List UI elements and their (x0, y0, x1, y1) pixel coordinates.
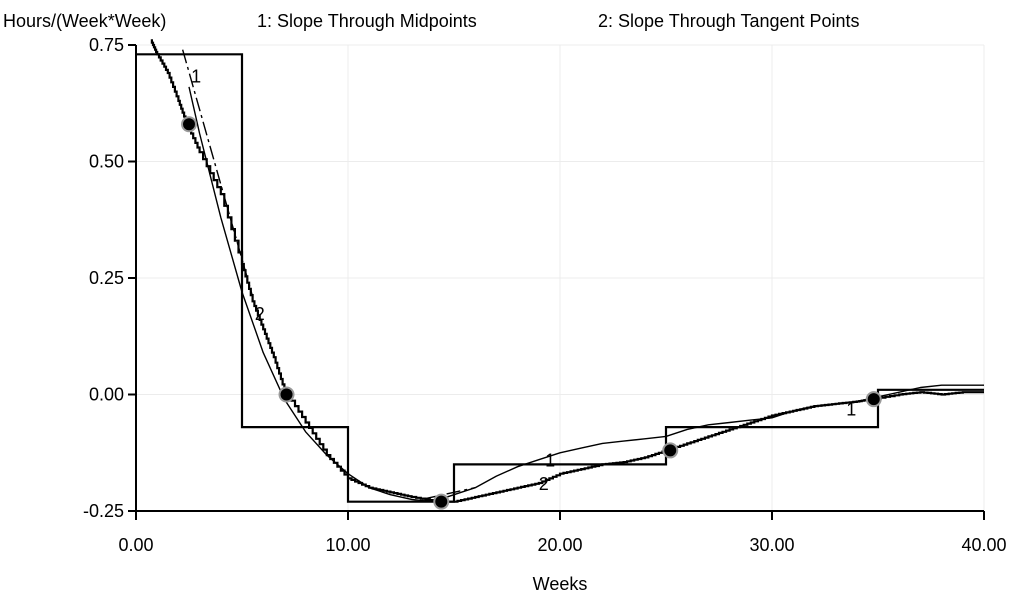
series-labels: 1 2 1 2 1 (191, 66, 856, 494)
x-tick-label: 40.00 (961, 535, 1006, 555)
y-tick-label: 0.00 (89, 385, 124, 405)
y-tick-label: 0.75 (89, 35, 124, 55)
legend-item-1: 1: Slope Through Midpoints (257, 11, 477, 31)
series-1-line (136, 53, 984, 503)
series-label: 2 (255, 304, 265, 324)
tangent-point (662, 442, 679, 459)
tangent-segment (422, 487, 476, 501)
y-tick-label: 0.50 (89, 152, 124, 172)
tangent-segment (181, 49, 254, 297)
tangent-point (278, 386, 295, 403)
tangent-point (865, 391, 882, 408)
x-tick-label: 10.00 (325, 535, 370, 555)
y-tick-label: -0.25 (83, 501, 124, 521)
series-label: 1 (191, 66, 201, 86)
axes (128, 44, 985, 520)
series-label: 1 (846, 399, 856, 419)
legend-item-2: 2: Slope Through Tangent Points (598, 11, 860, 31)
tangent-point (181, 116, 197, 133)
grid (136, 44, 985, 511)
series-label: 1 (545, 451, 555, 471)
series (136, 39, 984, 503)
tangent-points (181, 116, 882, 510)
y-tick-label: 0.25 (89, 268, 124, 288)
series-2-line (188, 86, 984, 503)
data-line (150, 39, 984, 503)
series-label: 2 (539, 474, 549, 494)
tick-labels: 0.75 0.50 0.25 0.00 -0.25 0.00 10.00 20.00 30.00… (83, 35, 1007, 555)
x-tick-label: 30.00 (749, 535, 794, 555)
x-axis-label: Weeks (533, 574, 588, 594)
x-tick-label: 0.00 (118, 535, 153, 555)
y-axis-label: Hours/(Week*Week) (3, 11, 166, 31)
tangent-point (433, 493, 450, 510)
x-tick-label: 20.00 (537, 535, 582, 555)
